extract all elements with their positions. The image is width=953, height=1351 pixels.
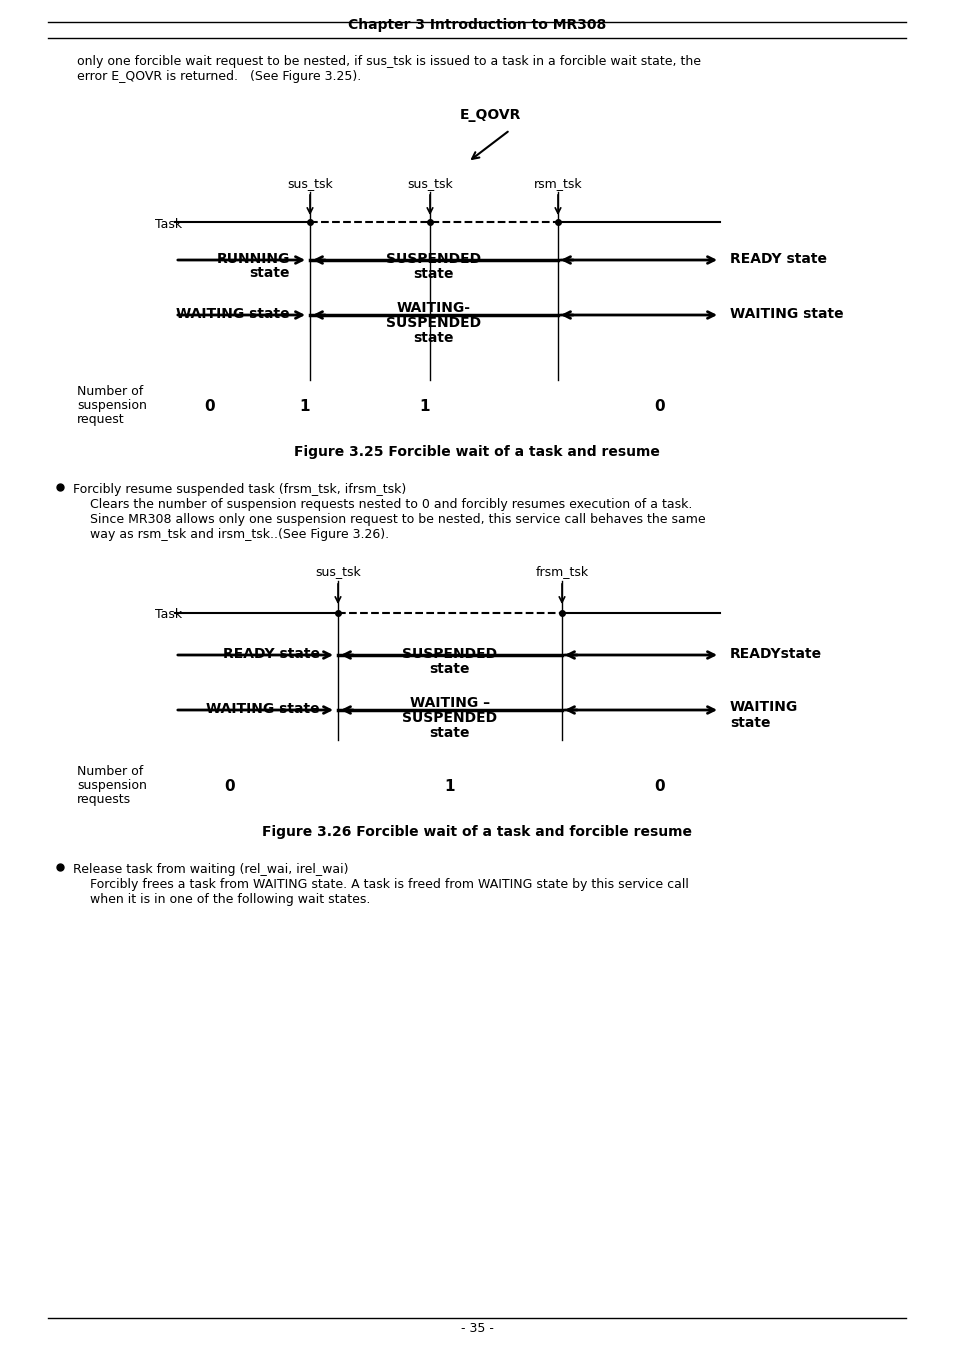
Text: Figure 3.26 Forcible wait of a task and forcible resume: Figure 3.26 Forcible wait of a task and … (262, 825, 691, 839)
Text: SUSPENDED: SUSPENDED (402, 711, 497, 725)
Text: suspension: suspension (77, 780, 147, 792)
Text: frsm_tsk: frsm_tsk (535, 565, 588, 578)
Text: 0: 0 (225, 780, 235, 794)
Text: SUSPENDED: SUSPENDED (386, 253, 481, 266)
Text: 0: 0 (205, 399, 215, 413)
Text: suspension: suspension (77, 399, 147, 412)
Text: 1: 1 (444, 780, 455, 794)
Text: Task: Task (154, 218, 182, 231)
Text: requests: requests (77, 793, 131, 807)
Text: WAITING state: WAITING state (206, 703, 319, 716)
Text: WAITING state: WAITING state (176, 307, 290, 322)
Text: sus_tsk: sus_tsk (407, 177, 453, 190)
Text: 0: 0 (654, 399, 664, 413)
Text: 1: 1 (419, 399, 430, 413)
Text: Chapter 3 Introduction to MR308: Chapter 3 Introduction to MR308 (348, 18, 605, 32)
Text: Figure 3.25 Forcible wait of a task and resume: Figure 3.25 Forcible wait of a task and … (294, 444, 659, 459)
Text: 1: 1 (299, 399, 310, 413)
Text: SUSPENDED: SUSPENDED (402, 647, 497, 661)
Text: Clears the number of suspension requests nested to 0 and forcibly resumes execut: Clears the number of suspension requests… (90, 499, 705, 540)
Text: READY state: READY state (223, 647, 319, 661)
Text: state: state (429, 662, 470, 676)
Text: Forcibly resume suspended task (frsm_tsk, ifrsm_tsk): Forcibly resume suspended task (frsm_tsk… (73, 484, 406, 496)
Text: state: state (250, 266, 290, 280)
Text: rsm_tsk: rsm_tsk (533, 177, 581, 190)
Text: Release task from waiting (rel_wai, irel_wai): Release task from waiting (rel_wai, irel… (73, 863, 348, 875)
Text: state: state (414, 267, 454, 281)
Text: READY state: READY state (729, 253, 826, 266)
Text: Forcibly frees a task from WAITING state. A task is freed from WAITING state by : Forcibly frees a task from WAITING state… (90, 878, 688, 907)
Text: state: state (429, 725, 470, 740)
Text: WAITING-: WAITING- (396, 301, 471, 315)
Text: request: request (77, 413, 125, 426)
Text: sus_tsk: sus_tsk (314, 565, 360, 578)
Text: sus_tsk: sus_tsk (287, 177, 333, 190)
Text: Task: Task (154, 608, 182, 621)
Text: state: state (729, 716, 770, 730)
Text: Number of: Number of (77, 385, 143, 399)
Text: only one forcible wait request to be nested, if sus_tsk is issued to a task in a: only one forcible wait request to be nes… (77, 55, 700, 82)
Text: WAITING state: WAITING state (729, 307, 842, 322)
Text: WAITING –: WAITING – (410, 696, 490, 711)
Text: E_QOVR: E_QOVR (458, 108, 520, 122)
Text: READYstate: READYstate (729, 647, 821, 661)
Text: - 35 -: - 35 - (460, 1323, 493, 1335)
Text: SUSPENDED: SUSPENDED (386, 316, 481, 330)
Text: Number of: Number of (77, 765, 143, 778)
Text: state: state (414, 331, 454, 345)
Text: 0: 0 (654, 780, 664, 794)
Text: RUNNING: RUNNING (216, 253, 290, 266)
Text: WAITING: WAITING (729, 700, 798, 713)
